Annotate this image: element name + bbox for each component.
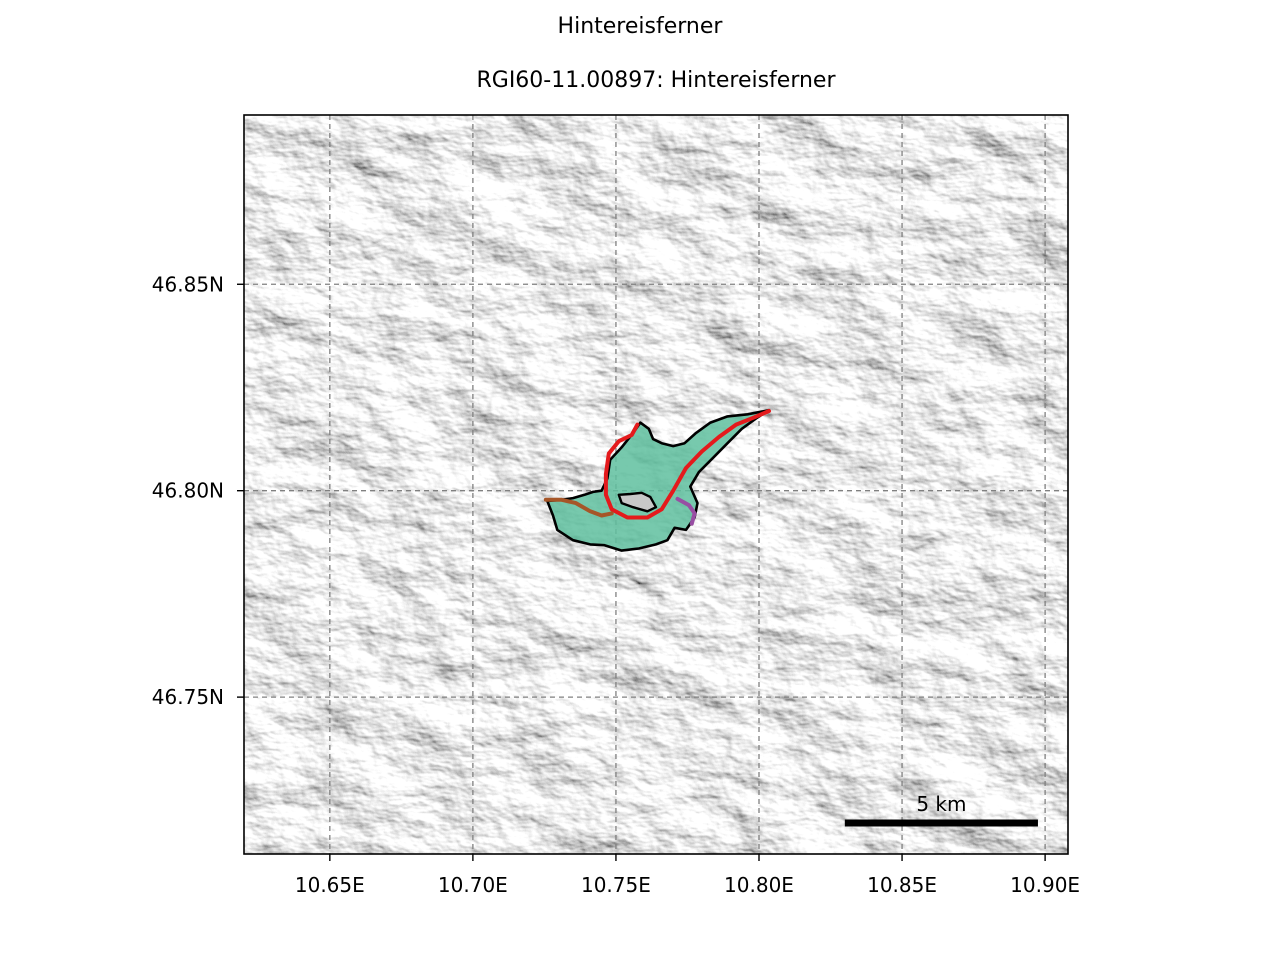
scale-bar: 5 km bbox=[844, 792, 1038, 827]
map-frame bbox=[243, 114, 1069, 855]
figure-suptitle: Hintereisferner bbox=[557, 14, 723, 39]
x-tick-label: 10.85E bbox=[867, 873, 937, 897]
flowline-0 bbox=[603, 409, 771, 520]
y-tick-label: 46.75N bbox=[152, 685, 224, 709]
glacier-nunatak bbox=[617, 491, 658, 513]
x-tick-label: 10.65E bbox=[295, 873, 365, 897]
x-axis: 10.65E 10.70E 10.75E 10.80E 10.85E 10.90E bbox=[295, 854, 1080, 897]
map-title: RGI60-11.00897: Hintereisferner bbox=[476, 68, 836, 93]
flowline-1 bbox=[543, 497, 614, 518]
scale-bar-label: 5 km bbox=[916, 792, 966, 816]
y-tick-label: 46.85N bbox=[152, 272, 224, 296]
y-axis: 46.85N 46.80N 46.75N bbox=[152, 272, 244, 709]
map-gridlines bbox=[244, 115, 1068, 854]
flowline-2 bbox=[675, 496, 697, 526]
x-tick-label: 10.80E bbox=[724, 873, 794, 897]
x-tick-label: 10.75E bbox=[581, 873, 651, 897]
flowlines bbox=[543, 409, 771, 526]
x-tick-label: 10.90E bbox=[1010, 873, 1080, 897]
x-tick-label: 10.70E bbox=[438, 873, 508, 897]
y-tick-label: 46.80N bbox=[152, 479, 224, 503]
